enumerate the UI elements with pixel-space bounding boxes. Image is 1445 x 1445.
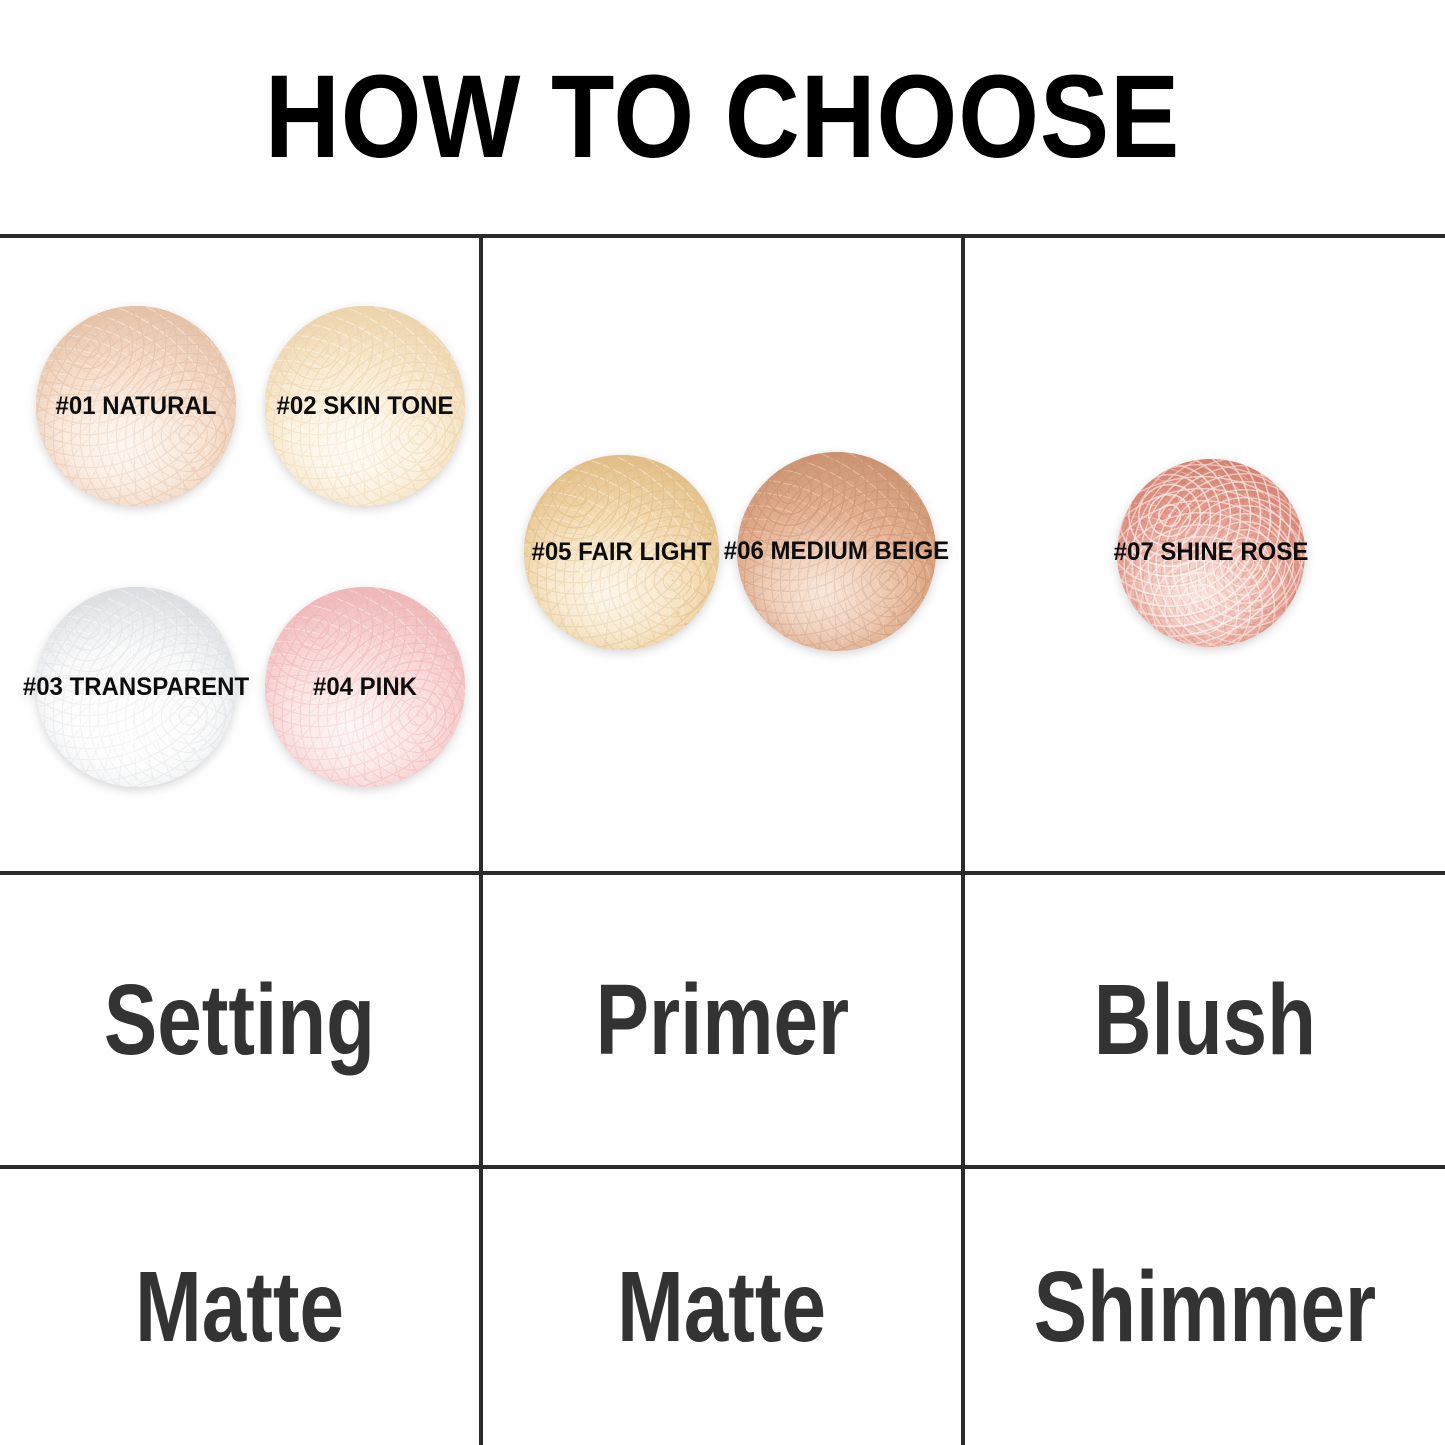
jar-01-natural[interactable]: #01 NATURAL bbox=[14, 284, 258, 528]
finish-label-primer: Matte bbox=[617, 1251, 827, 1363]
shade-label: #07 SHINE ROSE bbox=[1113, 538, 1309, 566]
powder-pan bbox=[264, 305, 466, 507]
powder-rim-shadow bbox=[1116, 458, 1306, 648]
jar-04-pink[interactable]: #04 PINK bbox=[243, 565, 487, 809]
finish-cell-blush: Shimmer bbox=[965, 1169, 1445, 1445]
jar-03-transparent[interactable]: #03 TRANSPARENT bbox=[14, 565, 258, 809]
powder-rim-shadow bbox=[264, 586, 466, 788]
finish-cell-setting: Matte bbox=[0, 1169, 479, 1445]
title-bar: HOW TO CHOOSE bbox=[0, 0, 1445, 236]
shade-label: #06 MEDIUM BEIGE bbox=[723, 537, 950, 565]
shade-cell-blush: #07 SHINE ROSE bbox=[965, 238, 1445, 871]
powder-rim-shadow bbox=[736, 451, 937, 652]
shade-cell-primer: #05 FAIR LIGHT #06 MEDIUM BEIGE bbox=[483, 238, 961, 871]
shade-label: #02 SKIN TONE bbox=[276, 392, 454, 420]
finish-label-blush: Shimmer bbox=[1033, 1251, 1377, 1363]
powder-pan bbox=[1116, 458, 1306, 648]
powder-pan bbox=[736, 451, 937, 652]
grid-vline-right bbox=[961, 234, 965, 1445]
grid-hline-middle bbox=[0, 871, 1445, 875]
shade-cell-setting: #01 NATURAL #02 SKIN TONE #03 TRANSPAREN… bbox=[0, 238, 487, 871]
category-cell-blush: Blush bbox=[965, 875, 1445, 1165]
finish-cell-primer: Matte bbox=[483, 1169, 961, 1445]
grid-vline-left bbox=[479, 234, 483, 1445]
grid-hline-lower bbox=[0, 1165, 1445, 1169]
shade-label: #04 PINK bbox=[312, 673, 418, 701]
category-label-setting: Setting bbox=[103, 964, 376, 1076]
powder-rim-shadow bbox=[35, 586, 237, 788]
powder-pan bbox=[264, 586, 466, 788]
category-cell-setting: Setting bbox=[0, 875, 479, 1165]
grid-hline-top bbox=[0, 234, 1445, 238]
finish-label-setting: Matte bbox=[135, 1251, 344, 1363]
category-label-primer: Primer bbox=[595, 964, 849, 1076]
jar-02-skin-tone[interactable]: #02 SKIN TONE bbox=[243, 284, 487, 528]
jar-05-fair-light[interactable]: #05 FAIR LIGHT bbox=[503, 434, 740, 671]
powder-pan bbox=[35, 305, 237, 507]
shade-label: #05 FAIR LIGHT bbox=[531, 538, 712, 566]
powder-rim-shadow bbox=[35, 305, 237, 507]
shade-label: #01 NATURAL bbox=[55, 392, 217, 420]
category-cell-primer: Primer bbox=[483, 875, 961, 1165]
powder-rim-shadow bbox=[264, 305, 466, 507]
page-title: HOW TO CHOOSE bbox=[264, 51, 1181, 183]
jar-06-medium-beige[interactable]: #06 MEDIUM BEIGE bbox=[715, 430, 958, 673]
category-label-blush: Blush bbox=[1093, 964, 1317, 1076]
powder-pan bbox=[524, 455, 719, 650]
powder-rim-shadow bbox=[524, 455, 719, 650]
powder-pan bbox=[35, 586, 237, 788]
shade-label: #03 TRANSPARENT bbox=[22, 673, 250, 701]
jar-07-shine-rose[interactable]: #07 SHINE ROSE bbox=[1096, 438, 1326, 668]
